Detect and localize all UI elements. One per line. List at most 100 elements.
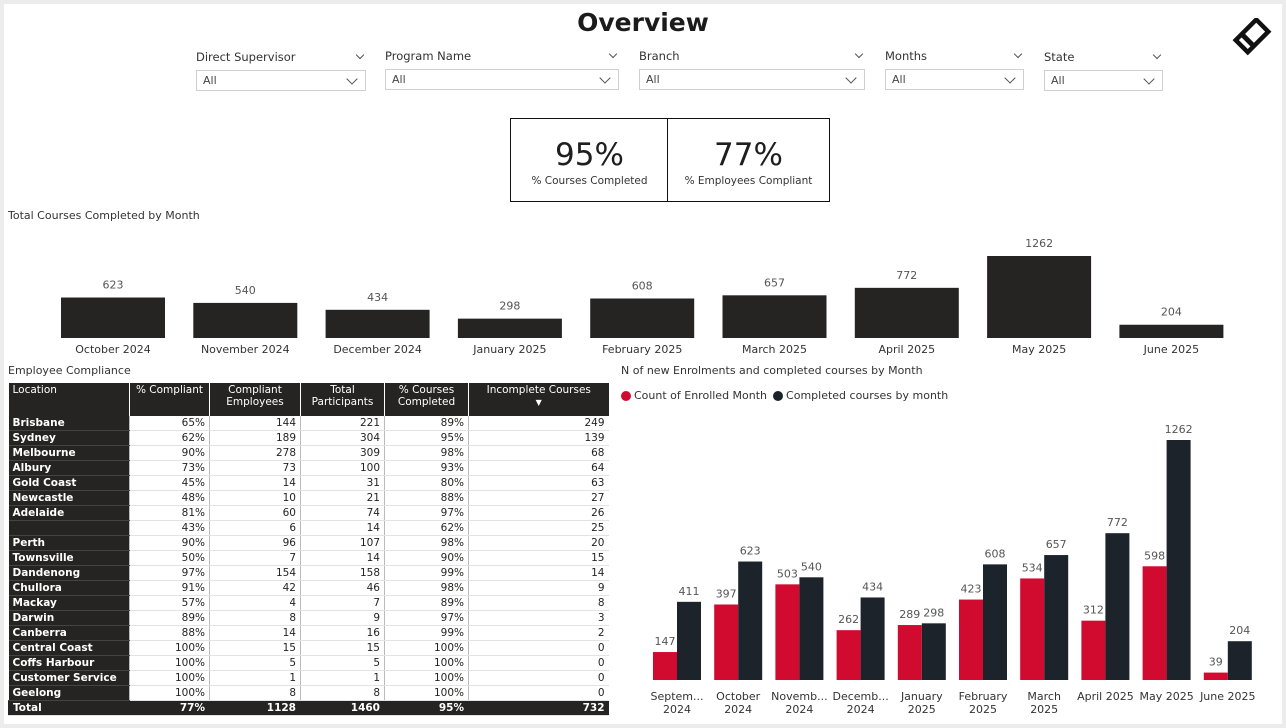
filter-dropdown[interactable]: All [885, 69, 1024, 90]
table-row[interactable]: Customer Service 100% 1 1 100% 0 [8, 670, 609, 686]
table-row[interactable]: Geelong 100% 8 8 100% 0 [8, 685, 609, 701]
location-cell: Townsville [8, 550, 130, 566]
column-header[interactable]: % Courses Completed [384, 383, 469, 416]
table-row[interactable]: Coffs Harbour 100% 5 5 100% 0 [8, 655, 609, 671]
filter-label: Months [885, 49, 928, 63]
table-cell: 8 [300, 685, 385, 701]
kpi-value: 77% [714, 137, 783, 173]
bar [921, 623, 946, 680]
table-row[interactable]: Perth 90% 96 107 98% 20 [8, 535, 609, 551]
table-row[interactable]: Central Coast 100% 15 15 100% 0 [8, 640, 609, 656]
x-tick-label: February [959, 690, 1008, 703]
data-label: 423 [961, 583, 982, 596]
location-cell: Geelong [8, 685, 130, 701]
table-cell: 60 [209, 505, 301, 521]
table-row[interactable]: Brisbane 65% 144 221 89% 249 [8, 416, 609, 431]
table-row[interactable]: Darwin 89% 8 9 97% 3 [8, 610, 609, 626]
table-cell: 73 [209, 460, 301, 476]
legend-marker [621, 390, 631, 401]
data-label: 204 [1229, 624, 1250, 637]
table-row[interactable]: Mackay 57% 4 7 89% 8 [8, 595, 609, 611]
chevron-down-icon[interactable] [1152, 50, 1162, 60]
bar [1020, 578, 1045, 680]
table-row[interactable]: Sydney 62% 189 304 95% 139 [8, 430, 609, 446]
table-cell: 65% [129, 416, 210, 431]
data-label: 262 [838, 613, 859, 626]
table-cell: 90% [129, 535, 210, 551]
x-tick-label: 2024 [663, 703, 691, 716]
filter-dropdown[interactable]: All [639, 69, 865, 90]
legend-item-completed[interactable]: Completed courses by month [773, 389, 948, 402]
table-cell: 97% [129, 565, 210, 581]
table-row[interactable]: Dandenong 97% 154 158 99% 14 [8, 565, 609, 581]
chevron-down-icon[interactable] [355, 50, 365, 60]
data-label: 312 [1083, 604, 1104, 617]
x-tick-label: October 2024 [75, 343, 151, 356]
table-cell: 14 [300, 550, 385, 566]
location-cell: Adelaide [8, 505, 130, 521]
bar [677, 601, 701, 680]
table-cell: 1 [209, 670, 301, 686]
chevron-down-icon[interactable] [608, 49, 618, 59]
kpi-caption: % Employees Compliant [684, 175, 813, 187]
bar [1203, 672, 1228, 680]
column-header-sorted[interactable]: Incomplete Courses ▼ [468, 383, 609, 416]
location-cell: Coffs Harbour [8, 655, 130, 671]
location-cell: Melbourne [8, 445, 130, 461]
table-row[interactable]: Melbourne 90% 278 309 98% 68 [8, 445, 609, 461]
table-cell: 100% [129, 655, 210, 671]
bar [1105, 533, 1130, 680]
x-tick-label: 2024 [785, 703, 813, 716]
filter-state[interactable]: State All [1044, 49, 1163, 91]
data-label: 147 [655, 635, 676, 648]
brand-logo-icon [1232, 18, 1272, 56]
table-cell: 309 [300, 445, 385, 461]
table-cell: 68 [468, 445, 609, 461]
filter-branch[interactable]: Branch All [639, 48, 865, 90]
table-row[interactable]: Adelaide 81% 60 74 97% 26 [8, 505, 609, 521]
column-header-label: Incomplete Courses [486, 384, 591, 396]
table-cell: 27 [468, 490, 609, 506]
filter-dropdown[interactable]: All [196, 70, 366, 91]
table-cell: 95% [384, 430, 469, 446]
table-row[interactable]: Newcastle 48% 10 21 88% 27 [8, 490, 609, 506]
table-cell: 90% [384, 550, 469, 566]
chevron-down-icon[interactable] [854, 49, 864, 59]
location-cell: Sydney [8, 430, 130, 446]
table-row[interactable]: Chullora 91% 42 46 98% 9 [8, 580, 609, 596]
location-cell: Gold Coast [8, 475, 130, 491]
location-cell: Perth [8, 535, 130, 551]
filter-value: All [392, 73, 406, 86]
chevron-down-icon[interactable] [1013, 49, 1023, 59]
table-cell: 189 [209, 430, 301, 446]
table-cell: 88% [384, 490, 469, 506]
total-courses-chart: 623 October 2024 540 November 2024 434 Decemb… [61, 237, 1224, 356]
data-label: 772 [896, 269, 917, 282]
column-header[interactable]: % Compliant [129, 383, 210, 416]
table-cell: 62% [384, 520, 469, 536]
filter-months[interactable]: Months All [885, 48, 1024, 90]
filter-value: All [1051, 74, 1065, 87]
legend-item-enrolled[interactable]: Count of Enrolled Month [621, 389, 767, 402]
x-tick-label: February 2025 [602, 343, 682, 356]
column-header[interactable]: Location [8, 383, 130, 416]
kpi-caption: % Courses Completed [531, 175, 648, 187]
legend-marker [773, 390, 784, 401]
table-row[interactable]: Townsville 50% 7 14 90% 15 [8, 550, 609, 566]
table-row[interactable]: Canberra 88% 14 16 99% 2 [8, 625, 609, 641]
table-cell: 100% [384, 640, 469, 656]
table-cell: 89% [384, 416, 469, 431]
bar [1227, 641, 1252, 680]
chevron-down-icon [599, 71, 611, 84]
table-row[interactable]: Gold Coast 45% 14 31 80% 63 [8, 475, 609, 491]
table-cell: 100% [384, 670, 469, 686]
chart-title: Total Courses Completed by Month [8, 209, 200, 222]
table-row[interactable]: Albury 73% 73 100 93% 64 [8, 460, 609, 476]
filter-program-name[interactable]: Program Name All [385, 48, 619, 90]
column-header[interactable]: Compliant Employees [209, 383, 301, 416]
column-header[interactable]: Total Participants [300, 383, 385, 416]
filter-dropdown[interactable]: All [1044, 70, 1163, 91]
filter-direct-supervisor[interactable]: Direct Supervisor All [196, 49, 366, 91]
table-row[interactable]: 43% 6 14 62% 25 [8, 520, 609, 536]
filter-dropdown[interactable]: All [385, 69, 619, 90]
